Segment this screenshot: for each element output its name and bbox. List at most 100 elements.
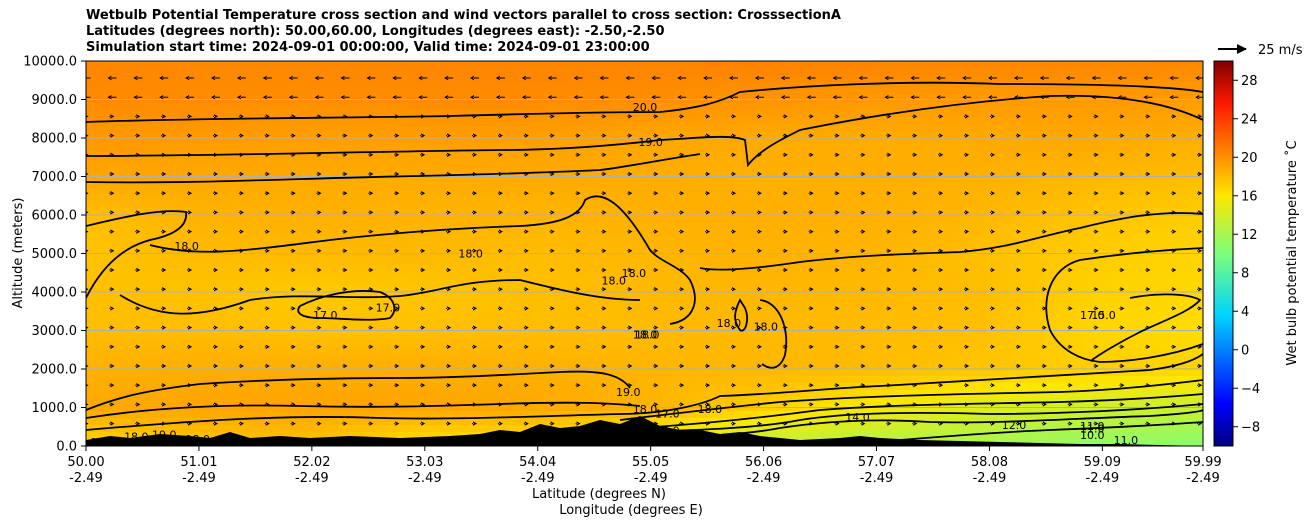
field-cell: [626, 383, 639, 391]
field-cell: [566, 215, 579, 223]
field-cell: [434, 320, 447, 328]
field-cell: [1058, 299, 1071, 307]
field-cell: [1142, 355, 1155, 363]
field-cell: [962, 166, 975, 174]
field-cell: [890, 166, 903, 174]
field-cell: [734, 355, 747, 363]
field-cell: [662, 243, 675, 251]
field-cell: [770, 341, 783, 349]
field-cell: [1166, 110, 1179, 118]
field-cell: [242, 313, 255, 321]
field-cell: [1022, 215, 1035, 223]
field-cell: [842, 110, 855, 118]
field-cell: [1154, 390, 1167, 398]
field-cell: [482, 159, 495, 167]
field-cell: [194, 411, 207, 419]
field-cell: [470, 411, 483, 419]
field-cell: [1058, 103, 1071, 111]
field-cell: [1058, 75, 1071, 83]
field-cell: [794, 264, 807, 272]
field-cell: [398, 383, 411, 391]
field-cell: [1082, 271, 1095, 279]
field-cell: [434, 201, 447, 209]
field-cell: [494, 355, 507, 363]
field-cell: [1142, 432, 1155, 440]
field-cell: [1130, 418, 1143, 426]
field-cell: [434, 264, 447, 272]
field-cell: [986, 194, 999, 202]
field-cell: [494, 138, 507, 146]
field-cell: [338, 236, 351, 244]
field-cell: [638, 264, 651, 272]
field-cell: [878, 110, 891, 118]
field-cell: [866, 264, 879, 272]
field-cell: [1094, 411, 1107, 419]
field-cell: [746, 194, 759, 202]
field-cell: [278, 222, 291, 230]
field-cell: [926, 432, 939, 440]
field-cell: [950, 82, 963, 90]
field-cell: [314, 194, 327, 202]
field-cell: [770, 110, 783, 118]
field-cell: [206, 110, 219, 118]
field-cell: [230, 355, 243, 363]
field-cell: [758, 376, 771, 384]
field-cell: [350, 334, 363, 342]
field-cell: [926, 292, 939, 300]
field-cell: [1118, 306, 1131, 314]
field-cell: [146, 75, 159, 83]
field-cell: [914, 103, 927, 111]
field-cell: [398, 425, 411, 433]
field-cell: [410, 292, 423, 300]
field-cell: [470, 117, 483, 125]
field-cell: [386, 110, 399, 118]
field-cell: [194, 306, 207, 314]
field-cell: [134, 348, 147, 356]
field-cell: [434, 166, 447, 174]
field-cell: [1118, 68, 1131, 76]
field-cell: [374, 68, 387, 76]
field-cell: [830, 320, 843, 328]
field-cell: [1094, 285, 1107, 293]
field-cell: [710, 264, 723, 272]
field-cell: [446, 425, 459, 433]
field-cell: [914, 355, 927, 363]
field-cell: [818, 208, 831, 216]
field-cell: [554, 334, 567, 342]
field-cell: [290, 229, 303, 237]
field-cell: [1034, 341, 1047, 349]
field-cell: [698, 348, 711, 356]
field-cell: [1022, 222, 1035, 230]
field-cell: [494, 166, 507, 174]
field-cell: [818, 320, 831, 328]
field-cell: [110, 208, 123, 216]
field-cell: [278, 138, 291, 146]
field-cell: [710, 145, 723, 153]
field-cell: [230, 425, 243, 433]
field-cell: [674, 82, 687, 90]
field-cell: [326, 348, 339, 356]
field-cell: [914, 180, 927, 188]
field-cell: [998, 180, 1011, 188]
field-cell: [410, 131, 423, 139]
field-cell: [326, 75, 339, 83]
field-cell: [302, 271, 315, 279]
field-cell: [758, 222, 771, 230]
field-cell: [302, 110, 315, 118]
field-cell: [1010, 187, 1023, 195]
field-cell: [650, 376, 663, 384]
field-cell: [1034, 355, 1047, 363]
field-cell: [758, 68, 771, 76]
field-cell: [98, 362, 111, 370]
field-cell: [962, 243, 975, 251]
field-cell: [542, 383, 555, 391]
field-cell: [734, 208, 747, 216]
field-cell: [710, 229, 723, 237]
field-cell: [278, 418, 291, 426]
field-cell: [806, 166, 819, 174]
field-cell: [506, 89, 519, 97]
field-cell: [182, 159, 195, 167]
field-cell: [1058, 124, 1071, 132]
field-cell: [578, 278, 591, 286]
field-cell: [890, 117, 903, 125]
